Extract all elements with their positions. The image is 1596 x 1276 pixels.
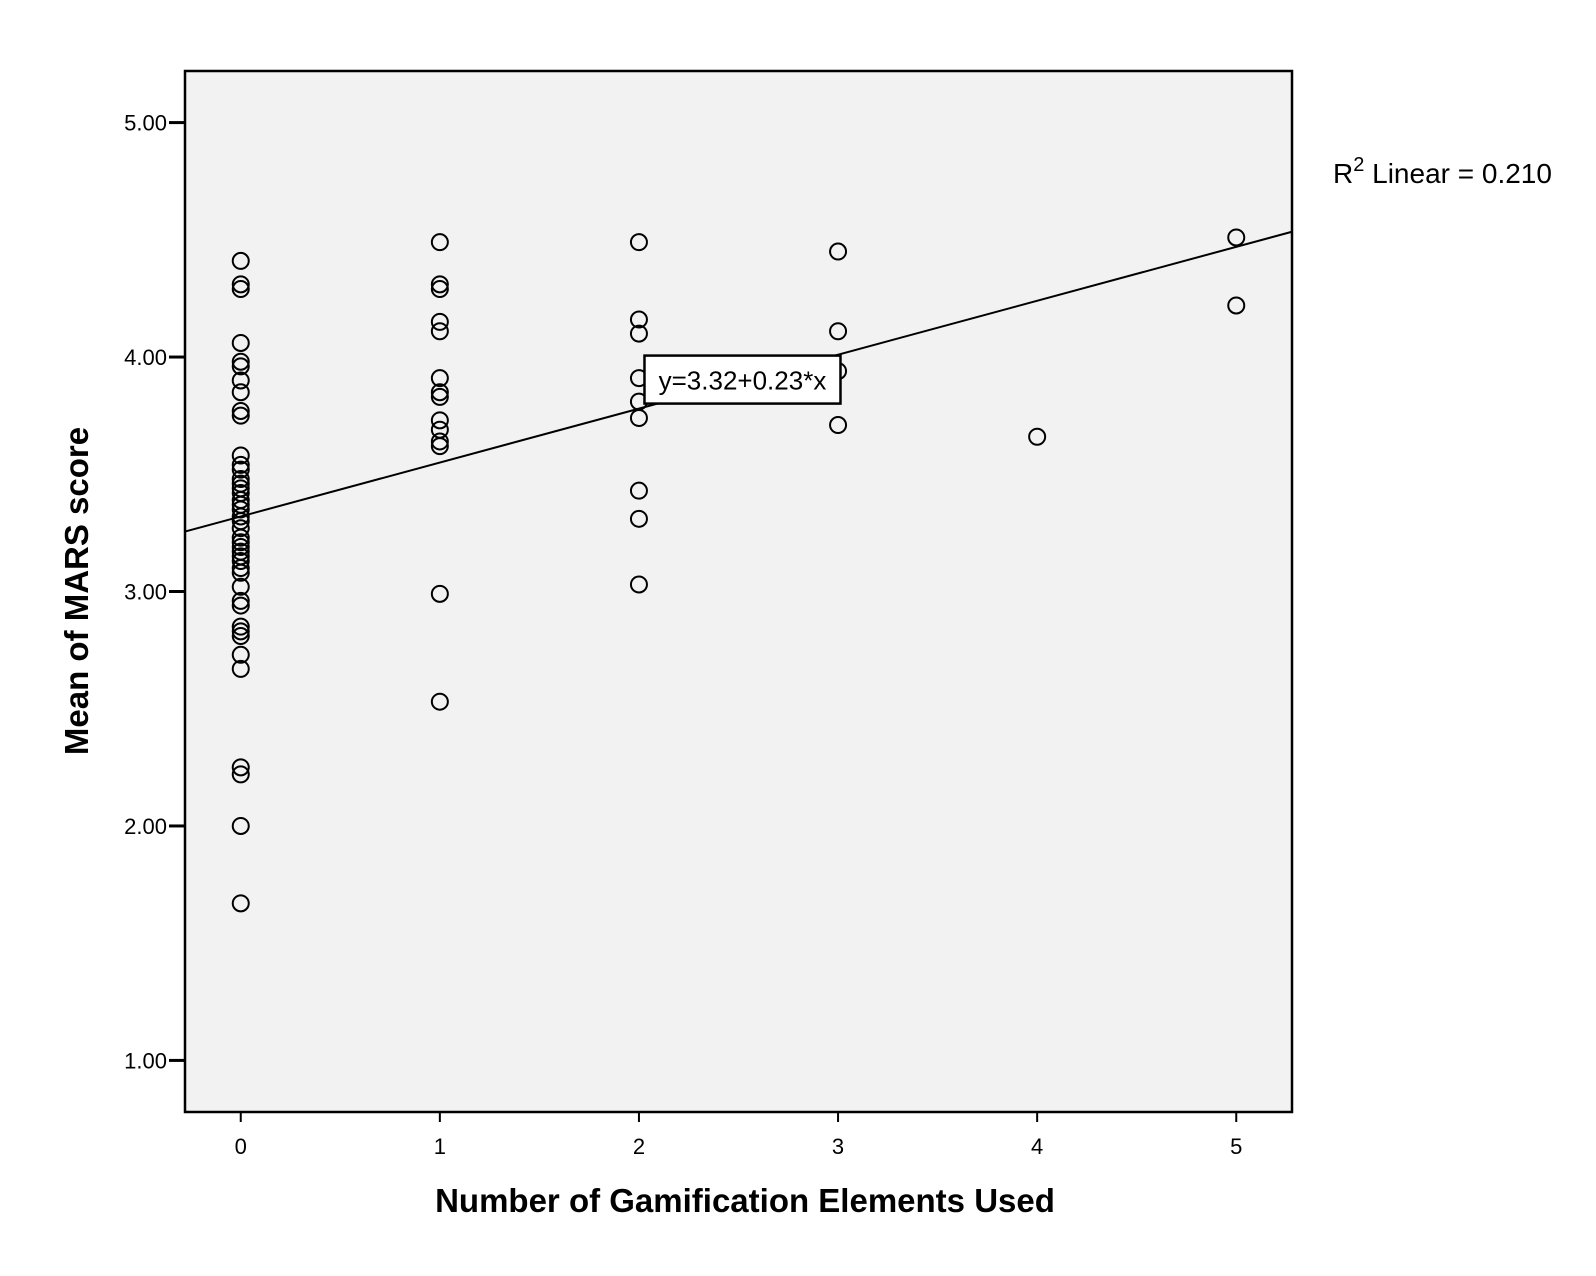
data-point [231, 455, 250, 474]
data-point [231, 401, 250, 420]
y-tick-label: 4.00 [124, 345, 167, 370]
data-point [430, 312, 449, 331]
data-point [829, 416, 848, 435]
r-squared-base: R [1333, 158, 1353, 189]
x-tick-label: 0 [235, 1134, 247, 1159]
data-point [231, 552, 250, 571]
y-axis-title: Mean of MARS score [58, 427, 95, 755]
data-point [231, 765, 250, 784]
data-point [629, 233, 648, 252]
data-point [231, 507, 250, 526]
data-point [430, 280, 449, 299]
data-point [231, 406, 250, 425]
data-point [231, 275, 250, 294]
x-tick-label: 1 [434, 1134, 446, 1159]
data-point [231, 333, 250, 352]
data-point [629, 310, 648, 329]
plot-area [183, 69, 1294, 1114]
data-point [629, 481, 648, 500]
data-point [629, 324, 648, 343]
data-point [231, 460, 250, 479]
data-point [430, 275, 449, 294]
data-point [231, 528, 250, 547]
data-point [231, 816, 250, 835]
data-point [629, 409, 648, 427]
data-point [430, 432, 449, 451]
data-point [1227, 228, 1246, 247]
x-tick-label: 3 [832, 1134, 844, 1159]
data-point [231, 563, 250, 582]
data-point [430, 692, 449, 711]
data-point [231, 519, 250, 538]
data-point [1227, 296, 1246, 315]
data-point [430, 383, 449, 402]
r-squared-label: R2 Linear = 0.210 [1333, 154, 1552, 189]
x-tick-label: 5 [1230, 1134, 1242, 1159]
y-tick-label: 1.00 [124, 1048, 167, 1073]
data-point [231, 591, 250, 610]
data-point [231, 251, 250, 270]
data-point [430, 322, 449, 341]
data-point [430, 411, 449, 430]
y-tick-label: 5.00 [124, 111, 167, 136]
data-point [629, 509, 648, 528]
data-point [231, 533, 250, 552]
x-tick-label: 2 [633, 1134, 645, 1159]
data-point [829, 242, 848, 261]
data-point [231, 469, 250, 488]
data-point [430, 437, 449, 456]
equation-box-border [643, 354, 842, 405]
data-point [430, 584, 449, 603]
data-point [829, 322, 848, 341]
data-point [231, 577, 250, 596]
data-point [430, 369, 449, 388]
equation-box: y=3.32+0.23*x [643, 354, 842, 405]
data-point [231, 371, 250, 390]
r-squared-value: Linear = 0.210 [1364, 158, 1552, 189]
data-point [231, 559, 250, 578]
data-point [231, 280, 250, 299]
x-axis-title: Number of Gamification Elements Used [435, 1182, 1055, 1219]
data-point [629, 575, 648, 594]
data-point [231, 645, 250, 664]
data-point [1028, 427, 1047, 446]
data-point [231, 758, 250, 777]
data-point [231, 446, 250, 465]
data-point [231, 659, 250, 678]
r-squared-superscript: 2 [1353, 154, 1364, 176]
data-point [231, 352, 250, 371]
y-tick-label: 2.00 [124, 814, 167, 839]
data-point [430, 233, 449, 252]
data-point [231, 627, 250, 646]
y-tick-label: 3.00 [124, 580, 167, 605]
data-point [231, 383, 250, 402]
equation-label: y=3.32+0.23*x [659, 366, 827, 396]
y-axis: 1.00 2.00 3.00 4.00 5.00 [124, 111, 185, 1073]
data-point [231, 622, 250, 641]
x-axis: 0 1 2 3 4 5 [235, 1112, 1242, 1159]
data-points [231, 228, 1246, 913]
data-point [231, 537, 250, 556]
x-tick-label: 4 [1031, 1134, 1043, 1159]
data-point [231, 617, 250, 636]
data-point [430, 387, 449, 406]
data-point [231, 894, 250, 913]
data-point [231, 596, 250, 615]
data-point [231, 357, 250, 376]
